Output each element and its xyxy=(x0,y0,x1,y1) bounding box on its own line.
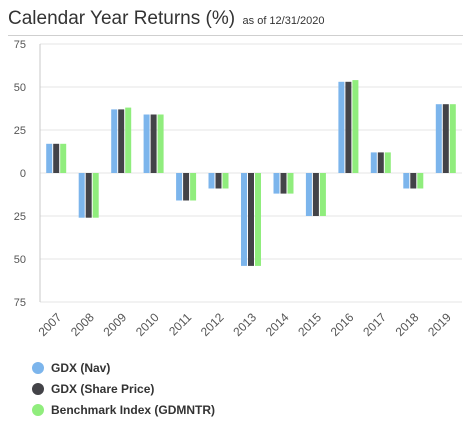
bar-gdx-share-price--2019 xyxy=(442,104,449,173)
chart-legend: GDX (Nav) GDX (Share Price) Benchmark In… xyxy=(32,358,215,421)
bar-benchmark-index-gdmntr--2011 xyxy=(190,173,197,201)
bar-gdx-nav--2012 xyxy=(208,173,215,189)
legend-marker-share-price xyxy=(32,382,44,395)
y-tick-label: 25 xyxy=(14,211,26,223)
legend-item-nav[interactable]: GDX (Nav) xyxy=(32,358,215,377)
legend-label-nav: GDX (Nav) xyxy=(51,360,111,375)
bar-gdx-share-price--2013 xyxy=(248,173,254,266)
bar-gdx-nav--2011 xyxy=(176,173,183,201)
bar-gdx-nav--2007 xyxy=(46,143,53,173)
x-tick-label: 2019 xyxy=(425,310,454,339)
bar-gdx-nav--2018 xyxy=(403,173,410,189)
bar-gdx-share-price--2016 xyxy=(345,81,352,173)
x-tick-label: 2011 xyxy=(166,310,194,338)
x-tick-label: 2009 xyxy=(100,310,129,339)
bar-benchmark-index-gdmntr--2013 xyxy=(255,173,261,266)
bar-benchmark-index-gdmntr--2016 xyxy=(352,80,359,173)
legend-label-benchmark: Benchmark Index (GDMNTR) xyxy=(51,402,216,417)
bar-gdx-share-price--2014 xyxy=(280,173,287,194)
bar-gdx-share-price--2009 xyxy=(118,109,125,173)
bar-benchmark-index-gdmntr--2008 xyxy=(92,173,99,218)
y-tick-label: 50 xyxy=(14,82,26,94)
bar-benchmark-index-gdmntr--2012 xyxy=(222,173,229,189)
y-tick-label: 0 xyxy=(20,168,26,180)
x-tick-label: 2010 xyxy=(133,310,162,339)
x-tick-label: 2017 xyxy=(360,310,389,339)
x-tick-label: 2016 xyxy=(328,310,357,339)
bar-gdx-nav--2016 xyxy=(338,81,345,173)
x-tick-label: 2008 xyxy=(68,310,97,339)
bar-gdx-nav--2014 xyxy=(273,173,280,194)
bar-gdx-share-price--2015 xyxy=(312,173,319,216)
as-of-date: as of 12/31/2020 xyxy=(242,15,325,27)
bar-benchmark-index-gdmntr--2017 xyxy=(384,152,391,173)
x-tick-label: 2015 xyxy=(295,310,324,339)
chart-title: Calendar Year Returns (%) xyxy=(8,8,236,29)
x-tick-label: 2014 xyxy=(263,310,292,339)
y-tick-label: 75 xyxy=(14,39,26,51)
title-divider xyxy=(8,35,463,36)
x-tick-label: 2013 xyxy=(230,310,259,339)
bar-gdx-nav--2015 xyxy=(305,173,312,216)
x-tick-label: 2007 xyxy=(36,310,65,339)
bar-benchmark-index-gdmntr--2018 xyxy=(417,173,424,189)
legend-item-benchmark[interactable]: Benchmark Index (GDMNTR) xyxy=(32,400,215,419)
y-tick-label: 50 xyxy=(14,254,26,266)
bar-benchmark-index-gdmntr--2007 xyxy=(60,143,67,173)
bar-benchmark-index-gdmntr--2010 xyxy=(157,114,164,173)
legend-marker-nav xyxy=(32,361,44,374)
bar-benchmark-index-gdmntr--2019 xyxy=(449,104,456,173)
y-tick-label: 75 xyxy=(14,297,26,309)
bar-gdx-nav--2019 xyxy=(435,104,442,173)
bar-benchmark-index-gdmntr--2014 xyxy=(287,173,294,194)
bar-gdx-nav--2008 xyxy=(78,173,85,218)
bar-gdx-share-price--2007 xyxy=(53,143,60,173)
bar-gdx-share-price--2017 xyxy=(377,152,384,173)
bar-gdx-nav--2010 xyxy=(143,114,150,173)
bar-gdx-nav--2009 xyxy=(111,109,118,173)
bar-benchmark-index-gdmntr--2009 xyxy=(125,107,132,173)
bar-gdx-share-price--2018 xyxy=(410,173,417,189)
bar-gdx-share-price--2008 xyxy=(85,173,92,218)
bar-gdx-share-price--2012 xyxy=(215,173,222,189)
bar-gdx-nav--2017 xyxy=(370,152,377,173)
x-tick-label: 2018 xyxy=(393,310,422,339)
legend-marker-benchmark xyxy=(32,403,44,416)
bar-gdx-nav--2013 xyxy=(241,173,247,266)
legend-label-share-price: GDX (Share Price) xyxy=(51,381,155,396)
chart-header: Calendar Year Returns (%) as of 12/31/20… xyxy=(8,8,325,30)
legend-item-share-price[interactable]: GDX (Share Price) xyxy=(32,379,215,398)
x-tick-label: 2012 xyxy=(198,310,227,339)
bar-benchmark-index-gdmntr--2015 xyxy=(319,173,326,216)
bar-gdx-share-price--2010 xyxy=(150,114,157,173)
bar-gdx-share-price--2011 xyxy=(183,173,190,201)
y-tick-label: 25 xyxy=(14,125,26,137)
